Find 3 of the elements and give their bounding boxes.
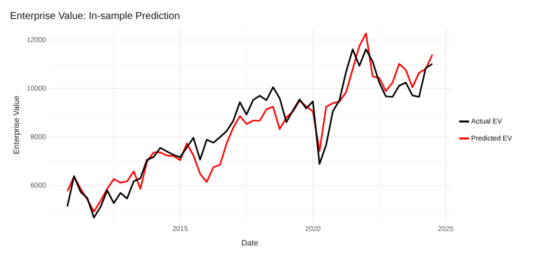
y-axis-title: Enterprise Value	[12, 95, 22, 154]
x-axis-title: Date	[241, 238, 259, 248]
chart-title: Enterprise Value: In-sample Prediction	[10, 10, 180, 22]
